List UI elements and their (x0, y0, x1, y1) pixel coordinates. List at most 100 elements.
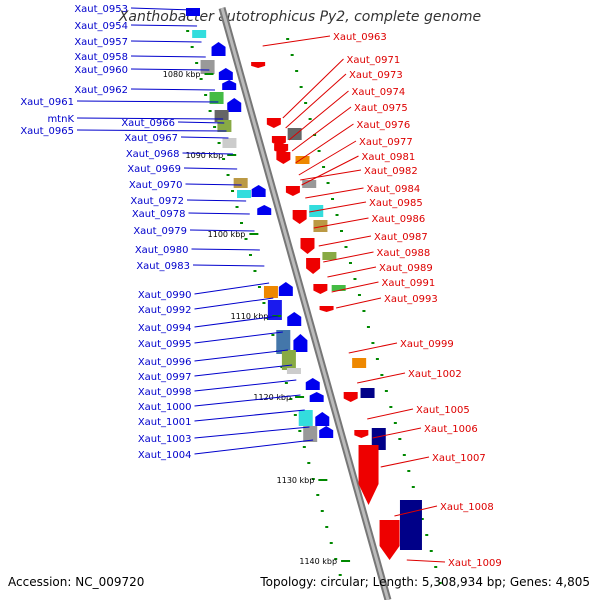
gene-label[interactable]: Xaut_0971 (347, 55, 401, 66)
gene-label[interactable]: Xaut_0991 (382, 278, 436, 289)
gene-arrow[interactable] (379, 520, 400, 560)
gene-label[interactable]: Xaut_0983 (136, 261, 190, 272)
gene-label[interactable]: Xaut_1004 (138, 450, 192, 461)
gene-arrow[interactable] (300, 238, 315, 254)
gene-block[interactable] (295, 156, 310, 164)
gene-label[interactable]: Xaut_0989 (379, 263, 433, 274)
gene-label[interactable]: Xaut_0996 (138, 357, 192, 368)
gene-label[interactable]: Xaut_0988 (377, 248, 431, 259)
gene-arrow[interactable] (292, 210, 307, 224)
gene-label[interactable]: Xaut_0960 (74, 65, 128, 76)
gene-arrow[interactable] (274, 144, 289, 154)
gene-block[interactable] (360, 388, 375, 398)
gene-label[interactable]: Xaut_0963 (333, 32, 387, 43)
gene-label[interactable]: Xaut_0970 (129, 180, 183, 191)
gene-block[interactable] (399, 500, 422, 550)
gene-label[interactable]: Xaut_0997 (138, 372, 192, 383)
gene-block[interactable] (217, 120, 232, 132)
gene-arrow[interactable] (227, 98, 242, 112)
gene-label[interactable]: Xaut_0972 (130, 196, 184, 207)
gene-label[interactable]: Xaut_0986 (372, 214, 426, 225)
gene-arrow[interactable] (257, 205, 272, 215)
gene-arrow[interactable] (276, 152, 291, 164)
gene-label[interactable]: Xaut_1008 (440, 502, 494, 513)
gene-label[interactable]: Xaut_1006 (424, 424, 478, 435)
gene-label[interactable]: Xaut_0979 (133, 226, 187, 237)
gene-arrow[interactable] (315, 412, 330, 426)
gene-block[interactable] (287, 128, 302, 140)
gene-label[interactable]: Xaut_1007 (432, 453, 486, 464)
gene-arrow[interactable] (358, 445, 379, 505)
gene-arrow[interactable] (313, 284, 328, 294)
gene-arrow[interactable] (222, 80, 237, 90)
gene-label[interactable]: Xaut_0965 (20, 126, 74, 137)
gene-label[interactable]: Xaut_0985 (369, 198, 423, 209)
gene-block[interactable] (233, 178, 248, 188)
gene-arrow[interactable] (309, 392, 324, 402)
gene-arrow[interactable] (271, 136, 286, 146)
gene-block[interactable] (237, 190, 252, 198)
gene-block[interactable] (286, 368, 301, 374)
gene-block[interactable] (331, 285, 346, 291)
gene-label[interactable]: Xaut_0957 (74, 37, 128, 48)
gene-label[interactable]: Xaut_0961 (20, 97, 74, 108)
gene-block[interactable] (186, 8, 200, 16)
gene-arrow[interactable] (211, 42, 226, 56)
gene-arrow[interactable] (278, 282, 293, 296)
gene-block[interactable] (222, 138, 237, 148)
gene-label[interactable]: Xaut_0954 (74, 21, 128, 32)
gene-arrow[interactable] (266, 118, 281, 128)
gene-label[interactable]: Xaut_0977 (359, 137, 413, 148)
gene-label[interactable]: mtnK (47, 114, 74, 125)
gene-label[interactable]: Xaut_0953 (74, 4, 128, 15)
gene-label[interactable]: Xaut_1000 (138, 402, 192, 413)
gene-block[interactable] (313, 220, 328, 232)
gene-arrow[interactable] (293, 334, 308, 352)
gene-label[interactable]: Xaut_0973 (349, 70, 403, 81)
gene-label[interactable]: Xaut_1009 (448, 558, 502, 569)
gene-block[interactable] (322, 252, 337, 260)
gene-arrow[interactable] (287, 312, 302, 326)
gene-label[interactable]: Xaut_1005 (416, 405, 470, 416)
gene-arrow[interactable] (251, 62, 266, 68)
gene-block[interactable] (263, 286, 278, 298)
gene-arrow[interactable] (251, 185, 266, 197)
gene-label[interactable]: Xaut_1003 (138, 434, 192, 445)
gene-arrow[interactable] (305, 378, 320, 390)
gene-block[interactable] (281, 350, 296, 370)
gene-label[interactable]: Xaut_0984 (367, 184, 421, 195)
gene-label[interactable]: Xaut_0958 (74, 52, 128, 63)
gene-label[interactable]: Xaut_0969 (127, 164, 181, 175)
gene-label[interactable]: Xaut_0994 (138, 323, 192, 334)
gene-arrow[interactable] (306, 258, 321, 274)
gene-arrow[interactable] (319, 426, 334, 438)
gene-block[interactable] (302, 180, 317, 188)
gene-block[interactable] (276, 330, 291, 354)
gene-label[interactable]: Xaut_0993 (384, 294, 438, 305)
gene-block[interactable] (209, 92, 224, 104)
gene-block[interactable] (298, 410, 313, 426)
gene-label[interactable]: Xaut_0966 (121, 118, 175, 129)
gene-label[interactable]: Xaut_0974 (352, 87, 406, 98)
gene-block[interactable] (352, 358, 367, 368)
gene-arrow[interactable] (354, 430, 369, 438)
gene-label[interactable]: Xaut_0978 (132, 209, 186, 220)
gene-arrow[interactable] (285, 186, 300, 196)
gene-label[interactable]: Xaut_0995 (138, 339, 192, 350)
gene-label[interactable]: Xaut_1001 (138, 417, 192, 428)
gene-label[interactable]: Xaut_0992 (138, 305, 192, 316)
gene-label[interactable]: Xaut_0998 (138, 387, 192, 398)
gene-label[interactable]: Xaut_0976 (357, 120, 411, 131)
gene-arrow[interactable] (343, 392, 358, 402)
gene-label[interactable]: Xaut_0967 (124, 133, 178, 144)
gene-block[interactable] (192, 30, 207, 38)
gene-arrow[interactable] (218, 68, 233, 80)
gene-label[interactable]: Xaut_0990 (138, 290, 192, 301)
gene-label[interactable]: Xaut_0962 (74, 85, 128, 96)
gene-label[interactable]: Xaut_0999 (400, 339, 454, 350)
gene-label[interactable]: Xaut_0968 (126, 149, 180, 160)
gene-block[interactable] (371, 428, 386, 450)
gene-label[interactable]: Xaut_0982 (364, 166, 418, 177)
gene-label[interactable]: Xaut_0975 (354, 103, 408, 114)
gene-label[interactable]: Xaut_0987 (374, 232, 428, 243)
